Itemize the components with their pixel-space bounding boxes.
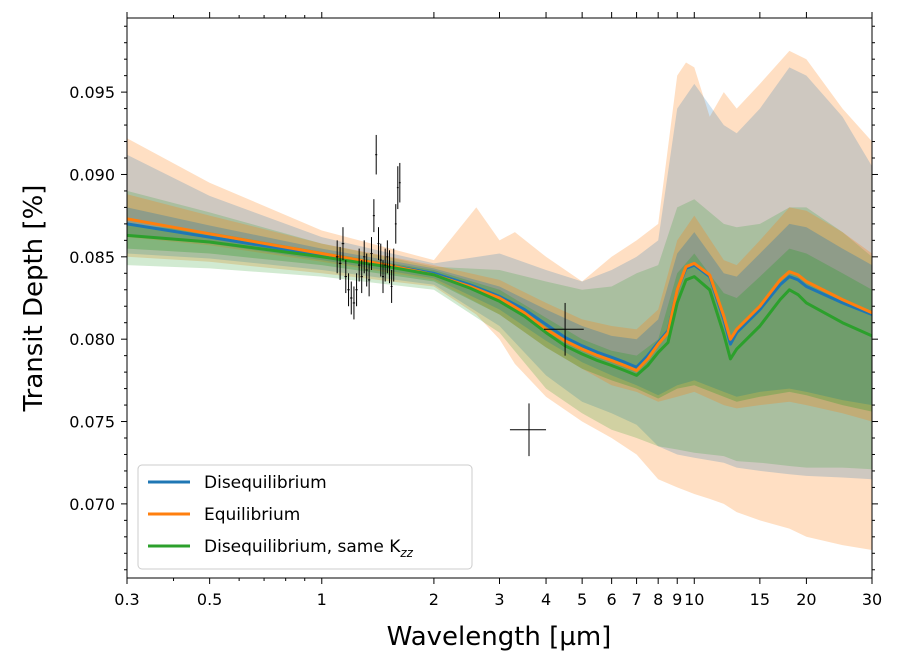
data-point: [390, 270, 393, 303]
data-point: [358, 248, 361, 282]
data-point: [372, 199, 375, 233]
data-point: [344, 260, 348, 294]
x-tick-label: 20: [796, 590, 816, 609]
data-point: [375, 134, 378, 175]
model-lines: [127, 217, 872, 377]
y-tick-label: 0.095: [69, 83, 115, 102]
x-tick-label: 9: [672, 590, 682, 609]
data-point: [368, 263, 371, 297]
data-point: [363, 240, 366, 274]
data-point: [394, 204, 397, 244]
x-tick-label: 1: [317, 590, 327, 609]
data-point: [509, 403, 547, 457]
legend-box: [137, 464, 473, 570]
band-outer-disequilibrium: [127, 67, 872, 480]
data-point: [386, 240, 389, 274]
data-point: [377, 227, 380, 261]
x-tick-label: 0.5: [197, 590, 222, 609]
legend-label-disequilibrium-same-k: Disequilibrium, same Kzz: [204, 537, 414, 560]
y-tick-label: 0.085: [69, 248, 115, 267]
data-point: [398, 162, 401, 203]
data-point: [388, 250, 391, 284]
data-point: [338, 246, 342, 280]
data-point: [347, 273, 350, 307]
data-point: [360, 260, 363, 294]
data-point: [381, 260, 384, 294]
x-tick-label: 10: [684, 590, 704, 609]
y-tick-label: 0.075: [69, 413, 115, 432]
y-tick-label: 0.080: [69, 330, 115, 349]
data-point: [370, 237, 373, 270]
data-point: [352, 286, 356, 320]
data-point: [379, 243, 382, 277]
x-tick-label: 5: [577, 590, 587, 609]
x-tick-label: 8: [653, 590, 663, 609]
observations: [335, 134, 584, 457]
legend-label-equilibrium: Equilibrium: [204, 505, 300, 525]
legend: Disequilibrium Equilibrium Disequilibrium,…: [137, 464, 473, 570]
x-tick-label: 0.3: [114, 590, 139, 609]
y-tick-label: 0.070: [69, 495, 115, 514]
x-tick-label: 4: [541, 590, 551, 609]
legend-label-disequilibrium: Disequilibrium: [204, 473, 327, 493]
line-equilibrium: [127, 217, 872, 372]
data-point: [335, 240, 339, 274]
data-point: [384, 248, 387, 282]
x-tick-label: 7: [631, 590, 641, 609]
axis-ticks: [121, 12, 878, 584]
x-tick-label: 3: [494, 590, 504, 609]
x-tick-label: 30: [862, 590, 882, 609]
y-tick-label: 0.090: [69, 165, 115, 184]
x-tick-label: 6: [607, 590, 617, 609]
axis-tick-labels: 0.3 0.5 1 2 3 4 5 6 7 8 9 10 15 20 30 0.070 0.075 0.080 0.…: [69, 83, 882, 609]
y-axis-title: Transit Depth [%]: [19, 185, 49, 413]
band-outer-disequilibrium-same-k-zz: [127, 190, 872, 470]
line-disequilibrium-same-k-zz: [127, 233, 872, 377]
data-point: [350, 281, 353, 315]
x-tick-label: 2: [429, 590, 439, 609]
data-point: [355, 273, 358, 307]
data-point: [341, 227, 345, 261]
data-point: [544, 302, 584, 356]
data-point: [365, 253, 368, 287]
x-axis-title: Wavelength [µm]: [387, 622, 612, 652]
data-point: [396, 166, 399, 210]
x-tick-label: 15: [750, 590, 770, 609]
data-point: [392, 248, 395, 282]
